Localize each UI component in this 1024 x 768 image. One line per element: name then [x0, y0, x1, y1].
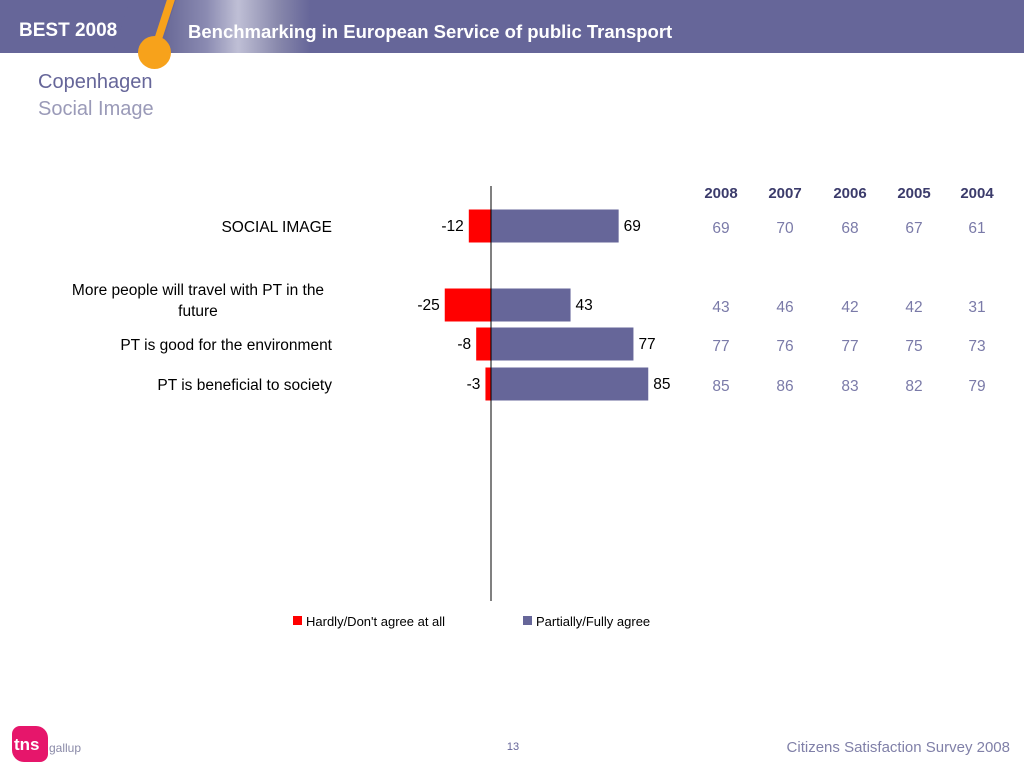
- table-header: 2006: [833, 185, 866, 202]
- table-cell: 79: [968, 378, 985, 395]
- table-header: 2004: [960, 185, 994, 202]
- category-label: PT is good for the environment: [120, 337, 332, 354]
- table-header: 2005: [897, 185, 930, 202]
- data-label-negative: -3: [467, 376, 481, 393]
- data-label-positive: 77: [638, 336, 655, 353]
- page-title: Copenhagen: [38, 71, 153, 93]
- table-cell: 31: [968, 299, 985, 316]
- header-brand: BEST 2008: [19, 20, 118, 41]
- table-header: 2007: [768, 185, 801, 202]
- data-label-positive: 43: [576, 297, 593, 314]
- page-number: 13: [506, 741, 520, 753]
- table-cell: 73: [968, 338, 985, 355]
- data-label-positive: 69: [624, 218, 641, 235]
- page-subtitle: Social Image: [38, 98, 154, 120]
- data-label-positive: 85: [653, 376, 670, 393]
- logo-text: tns: [14, 735, 40, 754]
- table-cell: 67: [905, 220, 922, 237]
- data-label-negative: -12: [441, 218, 463, 235]
- category-label-line: future: [178, 303, 218, 320]
- table-cell: 69: [712, 220, 729, 237]
- bar-negative: [485, 367, 491, 401]
- legend-label-negative: Hardly/Don't agree at all: [306, 614, 445, 629]
- table-cell: 61: [968, 220, 985, 237]
- table-cell: 77: [841, 338, 858, 355]
- table-cell: 46: [776, 299, 793, 316]
- bar-positive: [491, 288, 571, 322]
- category-label-line: More people will travel with PT in the: [72, 282, 324, 299]
- bar-positive: [491, 327, 634, 361]
- category-label: SOCIAL IMAGE: [221, 219, 332, 236]
- data-label-negative: -25: [417, 297, 439, 314]
- legend-swatch-negative: [293, 616, 302, 625]
- table-cell: 42: [841, 299, 858, 316]
- bar-negative: [476, 327, 491, 361]
- table-cell: 75: [905, 338, 922, 355]
- table-cell: 82: [905, 378, 922, 395]
- table-cell: 77: [712, 338, 729, 355]
- category-label: PT is beneficial to society: [157, 377, 332, 394]
- category-label: More people will travel with PT in the fu…: [72, 282, 324, 320]
- table-cell: 43: [712, 299, 729, 316]
- table-header: 2008: [704, 185, 737, 202]
- table-cell: 68: [841, 220, 858, 237]
- table-cell: 85: [712, 378, 729, 395]
- header-photo: [150, 0, 310, 53]
- bar-positive: [491, 209, 619, 243]
- bar-negative: [468, 209, 491, 243]
- legend-swatch-positive: [523, 616, 532, 625]
- header-bar: BEST 2008 Benchmarking in European Servi…: [0, 0, 1024, 53]
- logo-subtext: gallup: [49, 741, 82, 755]
- table-cell: 70: [776, 220, 794, 237]
- table-cell: 86: [776, 378, 793, 395]
- survey-title: Citizens Satisfaction Survey 2008: [786, 739, 1010, 756]
- table-cell: 76: [776, 338, 793, 355]
- orange-dot: [138, 36, 171, 69]
- table-cell: 83: [841, 378, 858, 395]
- data-label-negative: -8: [457, 336, 471, 353]
- legend-label-positive: Partially/Fully agree: [536, 614, 650, 629]
- header-title: Benchmarking in European Service of publ…: [188, 21, 673, 42]
- tns-logo: [12, 726, 48, 762]
- bar-positive: [491, 367, 649, 401]
- bar-negative: [444, 288, 491, 322]
- table-cell: 42: [905, 299, 922, 316]
